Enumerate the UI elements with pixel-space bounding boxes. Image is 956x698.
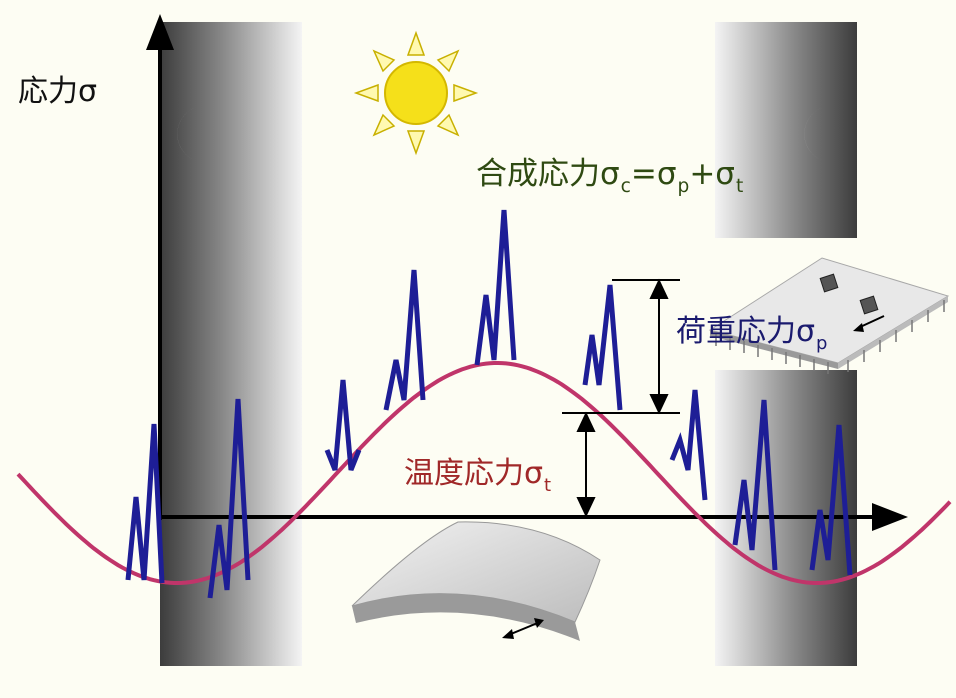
x-axis bbox=[160, 503, 908, 531]
combined-stress-label: 合成応力σc=σp+σt bbox=[476, 148, 743, 197]
sun-icon bbox=[353, 30, 479, 156]
thermal-stress-label: 温度応力σt bbox=[404, 448, 551, 496]
combined-stress-sub-c: c bbox=[620, 176, 631, 198]
thermal-stress-sub: t bbox=[544, 475, 552, 497]
load-stress-sub: p bbox=[816, 333, 828, 355]
y-axis bbox=[146, 14, 174, 520]
thermal-stress-dimension bbox=[562, 411, 620, 518]
circuit-board-icon bbox=[708, 257, 950, 374]
curved-board-icon bbox=[351, 521, 601, 641]
combined-stress-text: 合成応力σ bbox=[476, 156, 620, 192]
night-band-right-upper bbox=[715, 22, 857, 238]
thermal-stress-text: 温度応力σ bbox=[404, 456, 544, 491]
combined-stress-sub-t: t bbox=[735, 176, 744, 198]
load-stress-spikes bbox=[125, 209, 853, 599]
load-stress-text: 荷重応力σ bbox=[676, 314, 816, 349]
combined-stress-sub-p: p bbox=[677, 176, 690, 198]
combined-stress-eq2: +σ bbox=[689, 156, 735, 192]
load-stress-label: 荷重応力σp bbox=[676, 306, 827, 354]
thermal-stress-curve bbox=[16, 361, 952, 585]
load-stress-dimension bbox=[612, 278, 680, 415]
stress-axis-label: 応力σ bbox=[18, 74, 98, 109]
combined-stress-eq1: =σ bbox=[630, 156, 677, 192]
